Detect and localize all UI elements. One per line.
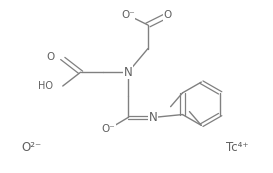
Text: O⁻: O⁻ (121, 10, 135, 20)
Text: O⁻: O⁻ (101, 124, 115, 134)
Text: N: N (149, 111, 157, 124)
Text: HO: HO (38, 81, 54, 91)
Text: N: N (124, 66, 132, 79)
Text: Tc⁴⁺: Tc⁴⁺ (226, 140, 248, 153)
Text: O: O (164, 10, 172, 20)
Text: O: O (47, 52, 55, 62)
Text: O²⁻: O²⁻ (21, 140, 41, 153)
